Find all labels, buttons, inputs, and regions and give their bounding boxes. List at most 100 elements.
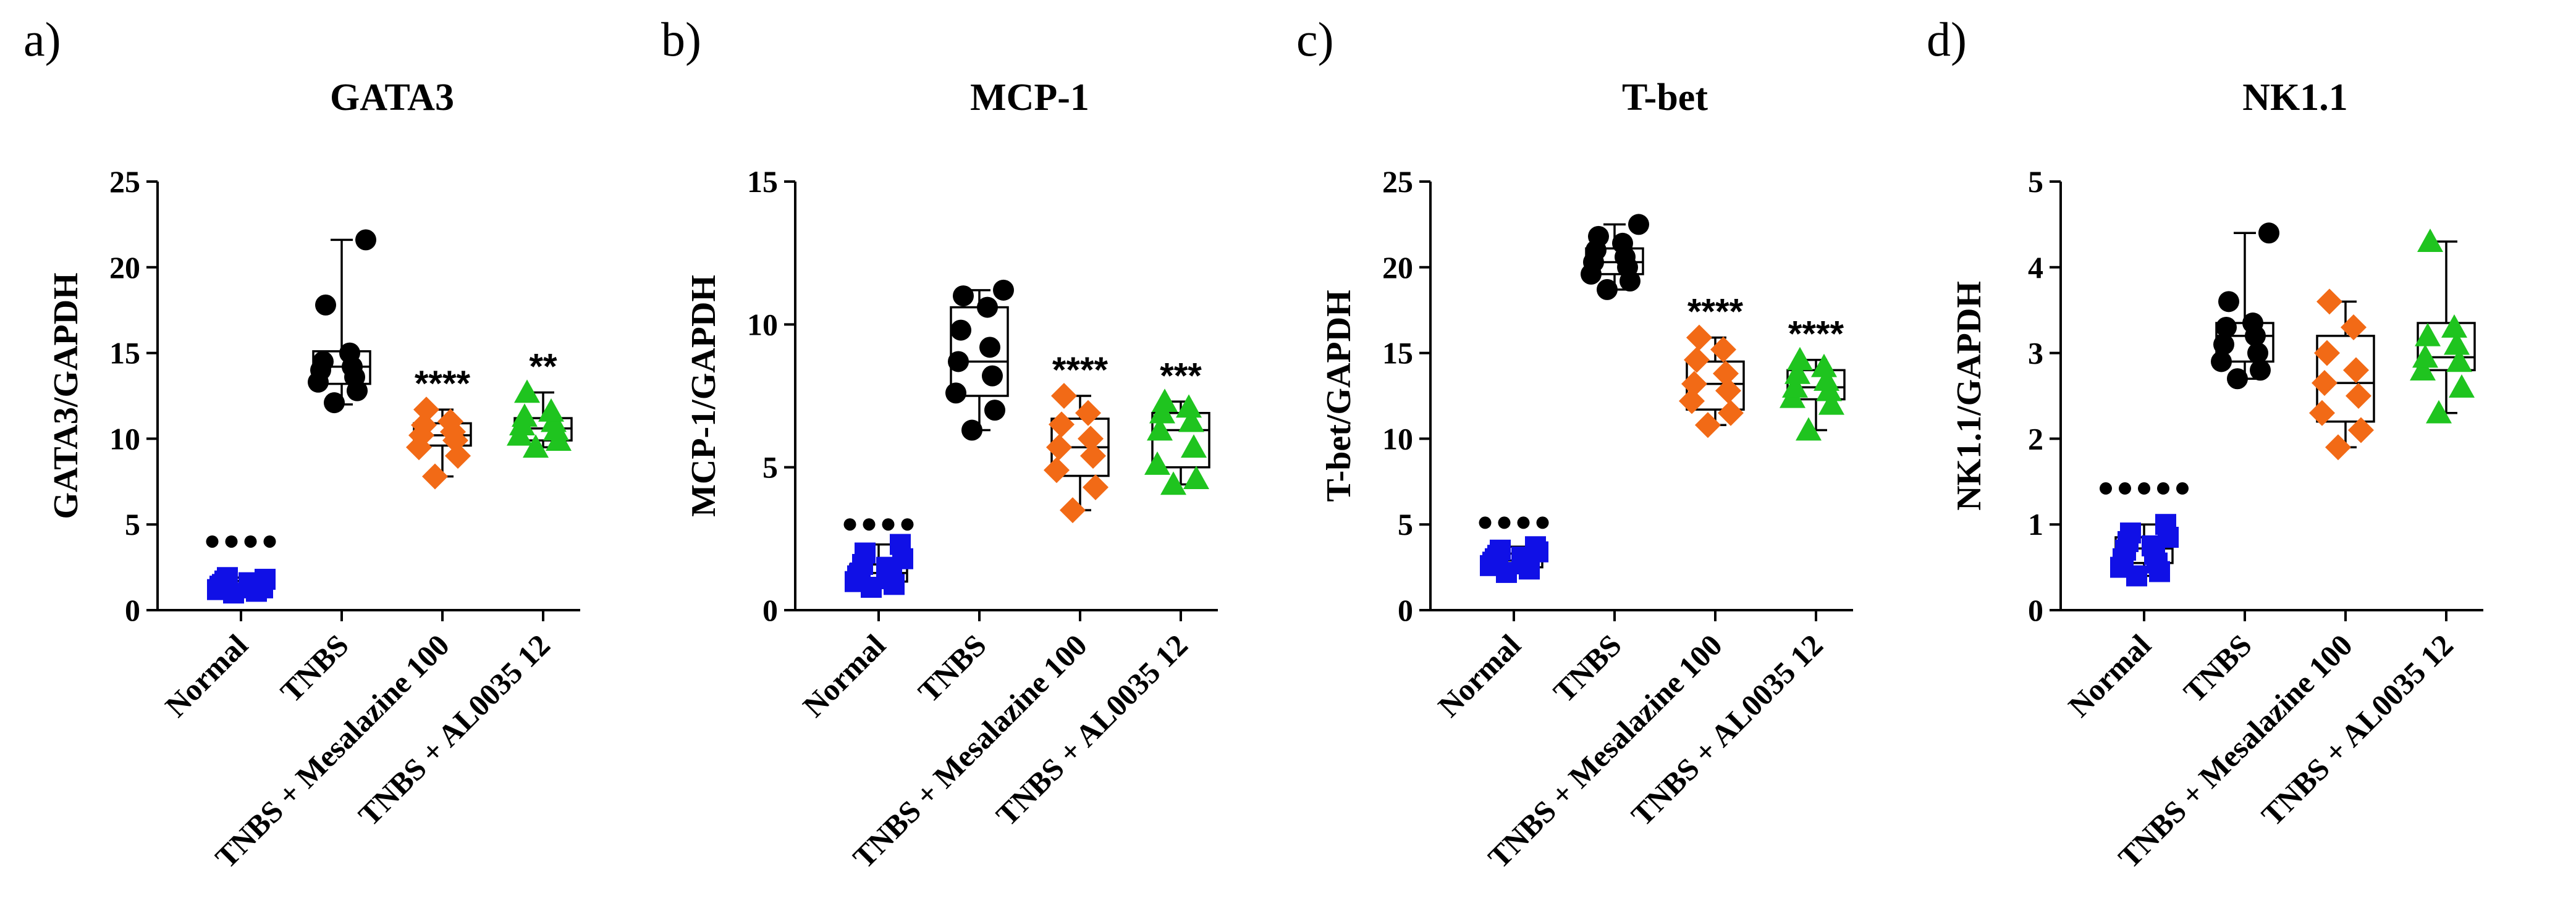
category-label: TNBS bbox=[274, 627, 355, 709]
group-1: TNBS bbox=[911, 279, 1014, 709]
reference-dot bbox=[2157, 482, 2169, 495]
data-point bbox=[2258, 222, 2279, 244]
data-point bbox=[2120, 522, 2141, 544]
group-1: TNBS bbox=[274, 229, 376, 709]
y-tick-label: 15 bbox=[747, 164, 778, 199]
data-point bbox=[2227, 368, 2248, 390]
reference-dot bbox=[1536, 516, 1549, 529]
data-point bbox=[1525, 536, 1546, 558]
y-axis-label: GATA3/GAPDH bbox=[47, 272, 85, 519]
reference-dot bbox=[843, 518, 856, 531]
y-tick-label: 0 bbox=[125, 593, 140, 627]
category-label: TNBS bbox=[2177, 627, 2258, 709]
data-point bbox=[1178, 408, 1204, 432]
data-point bbox=[1046, 434, 1072, 461]
y-tick-label: 1 bbox=[2028, 507, 2043, 542]
data-point bbox=[1681, 371, 1707, 397]
data-point bbox=[1612, 232, 1633, 254]
data-point bbox=[2446, 348, 2472, 372]
category-label: TNBS + AL0035 12 bbox=[352, 627, 557, 832]
data-point bbox=[950, 319, 971, 341]
data-point bbox=[2155, 514, 2176, 535]
reference-dot bbox=[2176, 482, 2189, 495]
y-tick-label: 4 bbox=[2028, 250, 2043, 285]
data-point bbox=[1160, 471, 1186, 495]
chart-title: NK1.1 bbox=[2242, 77, 2348, 119]
y-tick-label: 10 bbox=[747, 307, 778, 342]
reference-dot bbox=[263, 535, 276, 548]
data-point bbox=[1075, 400, 1101, 426]
reference-dot bbox=[1517, 516, 1530, 529]
data-point bbox=[2312, 370, 2337, 396]
data-point bbox=[1713, 360, 1739, 387]
significance-label: **** bbox=[1052, 350, 1109, 390]
panel-label: a) bbox=[23, 12, 61, 66]
data-point bbox=[2325, 434, 2351, 461]
data-point bbox=[1814, 367, 1839, 391]
data-point bbox=[2346, 383, 2371, 409]
data-point bbox=[2218, 291, 2239, 312]
group-1: TNBS bbox=[1547, 214, 1649, 709]
data-point bbox=[1152, 388, 1178, 413]
data-point bbox=[1490, 539, 1511, 561]
category-label: TNBS + AL0035 12 bbox=[1624, 627, 1830, 832]
category-label: TNBS bbox=[1547, 627, 1628, 709]
panel-label: c) bbox=[1296, 12, 1334, 66]
significance-label: **** bbox=[1788, 314, 1844, 354]
data-point bbox=[217, 567, 238, 589]
data-point bbox=[324, 392, 345, 414]
group-0: Normal bbox=[796, 534, 913, 724]
data-point bbox=[1051, 383, 1077, 409]
data-point bbox=[1715, 377, 1741, 404]
data-point bbox=[2426, 400, 2452, 424]
data-point bbox=[339, 342, 360, 364]
data-point bbox=[2449, 374, 2475, 398]
data-point bbox=[2410, 357, 2436, 381]
y-tick-label: 5 bbox=[762, 450, 778, 485]
data-point bbox=[1811, 353, 1837, 377]
group-0: Normal bbox=[1431, 536, 1548, 724]
chart-title: MCP-1 bbox=[970, 77, 1089, 119]
data-point bbox=[2415, 322, 2441, 346]
data-point bbox=[2316, 288, 2342, 315]
category-label: TNBS bbox=[911, 627, 993, 709]
group-1: TNBS bbox=[2177, 222, 2279, 709]
group-0: Normal bbox=[2061, 514, 2179, 724]
category-label: TNBS + AL0035 12 bbox=[989, 627, 1194, 832]
data-point bbox=[1083, 474, 1109, 501]
data-point bbox=[2412, 344, 2438, 368]
data-point bbox=[1176, 394, 1202, 418]
y-tick-label: 5 bbox=[1398, 507, 1413, 542]
y-axis-label: T-bet/GAPDH bbox=[1320, 290, 1358, 501]
data-point bbox=[1718, 400, 1744, 426]
reference-dot bbox=[863, 518, 876, 531]
reference-dot bbox=[2138, 482, 2150, 495]
y-tick-label: 25 bbox=[109, 164, 140, 199]
y-tick-label: 5 bbox=[2028, 164, 2043, 199]
panel-2: c) T-bet T-bet/GAPDH 0 5 10 15 20 25 Normal TNBS **… bbox=[1296, 12, 1853, 875]
reference-dot bbox=[2119, 482, 2131, 495]
data-point bbox=[313, 351, 334, 372]
data-point bbox=[2211, 351, 2232, 372]
data-point bbox=[1796, 417, 1822, 441]
reference-dot bbox=[1479, 516, 1492, 529]
data-point bbox=[1060, 497, 1086, 524]
data-point bbox=[2242, 312, 2263, 334]
chart-title: GATA3 bbox=[330, 77, 454, 119]
data-point bbox=[2309, 400, 2335, 426]
y-tick-label: 0 bbox=[2028, 593, 2043, 627]
group-3: TNBS + AL0035 12 bbox=[2255, 228, 2476, 832]
data-point bbox=[514, 379, 540, 403]
category-label: Normal bbox=[796, 627, 892, 724]
data-point bbox=[855, 542, 876, 564]
data-point bbox=[1078, 426, 1104, 452]
y-tick-label: 15 bbox=[1382, 336, 1413, 371]
data-point bbox=[1044, 457, 1070, 484]
data-point bbox=[948, 351, 969, 372]
group-2: ****TNBS + Mesalazine 100 bbox=[208, 364, 472, 875]
y-tick-label: 3 bbox=[2028, 336, 2043, 371]
data-point bbox=[993, 279, 1014, 301]
y-tick-label: 25 bbox=[1382, 164, 1413, 199]
